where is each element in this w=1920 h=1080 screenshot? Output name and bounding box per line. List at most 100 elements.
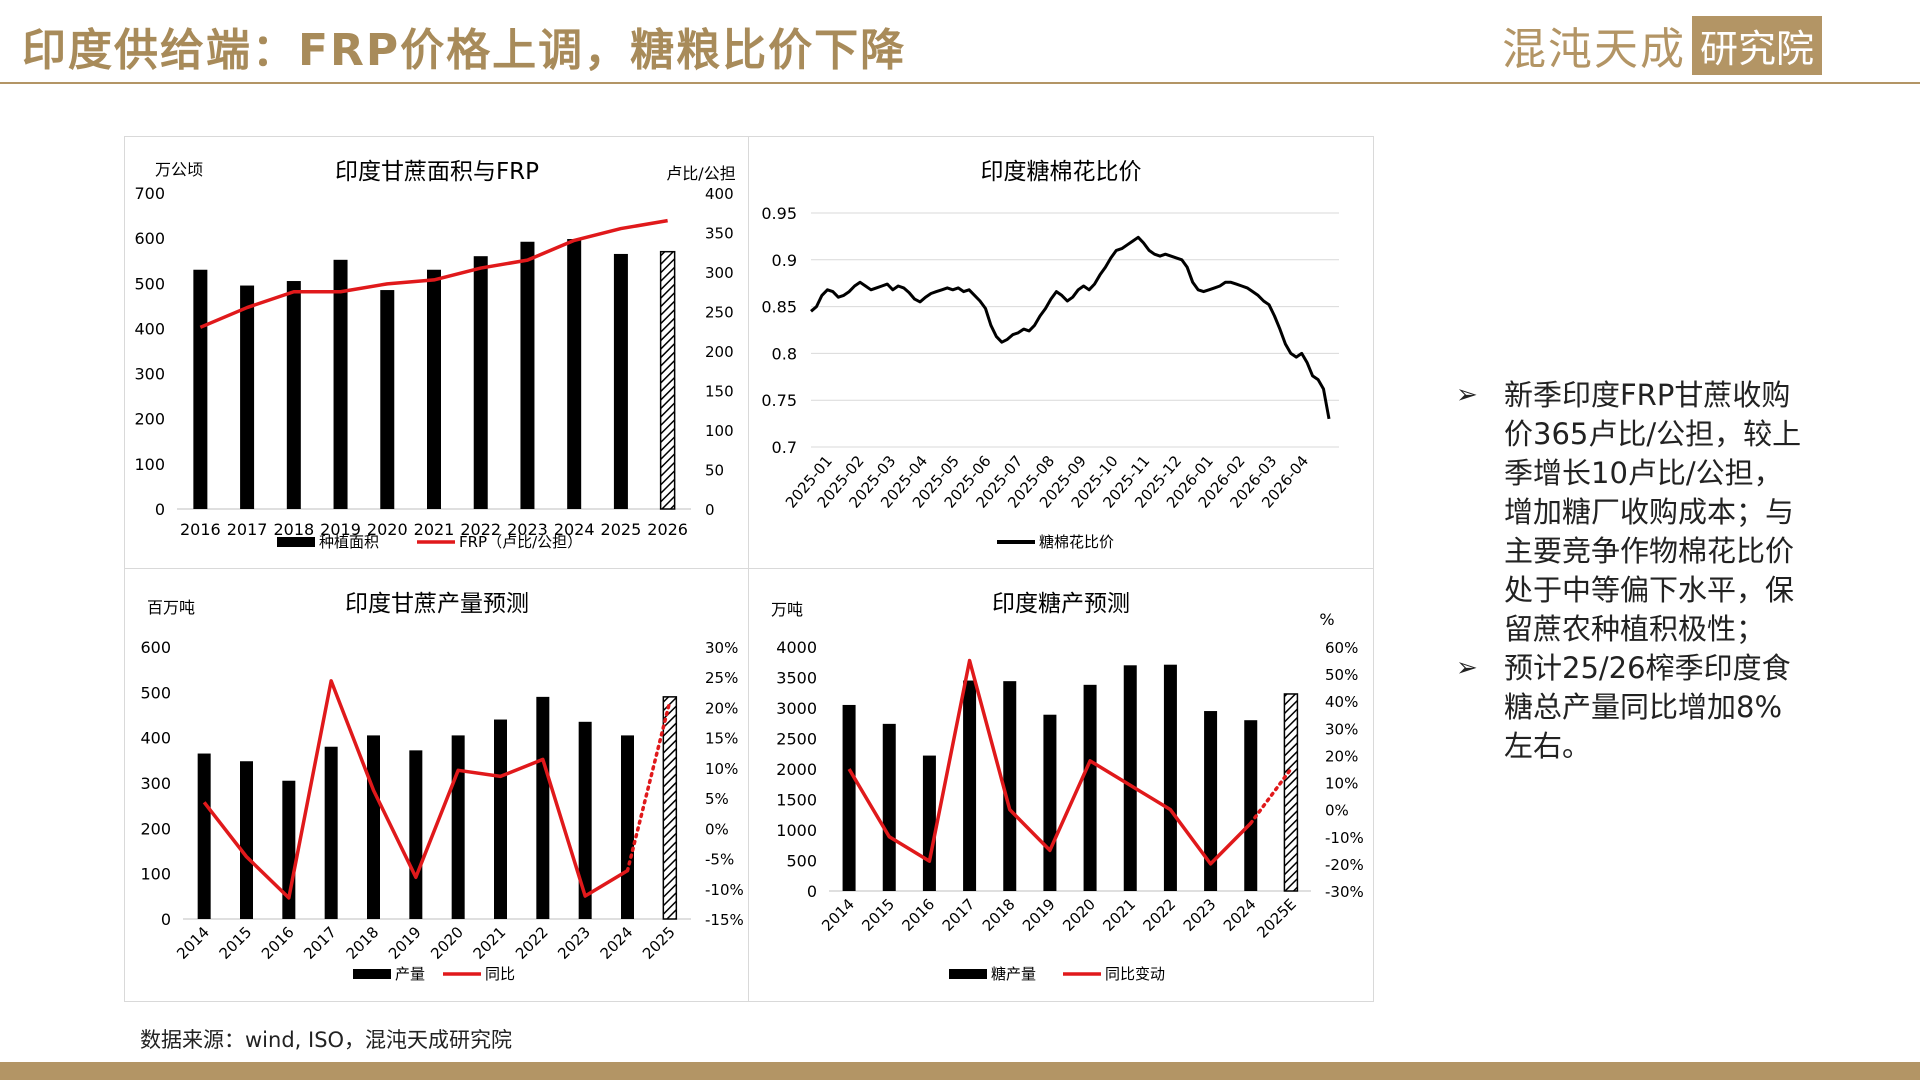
x-tick-label: 2020 [1059,895,1099,935]
bar [473,256,488,509]
y-tick-label: 500 [786,852,817,871]
x-tick-label: 2025 [601,520,642,539]
bar [621,735,634,919]
y-tick-label: 700 [134,184,165,203]
y-tick-label: 100 [140,865,171,884]
legend-label: FRP（卢比/公担） [459,533,582,551]
y-tick-label: 4000 [776,638,817,657]
left-axis-unit: 万公顷 [155,160,203,179]
chart-panel-cane: 印度甘蔗产量预测 百万吨 0 100 200 300 400 500 600 -15% -10% -5… [124,568,750,1002]
series-line [202,679,629,900]
y-tick-label: 600 [140,638,171,657]
bar [197,753,211,919]
y2-tick-label: 60% [1325,639,1358,657]
x-tick-label: 2022 [460,520,501,539]
y-tick-label: 1000 [776,821,817,840]
x-tick-label: 2023 [554,923,594,963]
x-tick-label: 2025 [639,923,679,963]
bar [286,281,301,509]
y-tick-label: 2000 [776,760,817,779]
bar [1043,714,1057,891]
x-tick-label: 2018 [343,923,383,963]
y2-tick-label: 150 [705,383,734,401]
x-tick-label: 2018 [273,520,314,539]
bar [1083,684,1097,891]
chart-title: 印度糖棉花比价 [981,159,1142,185]
y-tick-label: 400 [140,729,171,748]
y2-tick-label: -20% [1325,856,1364,874]
bullet-item: ➢ 新季印度FRP甘蔗收购价365卢比/公担，较上季增长10卢比/公担，增加糖厂… [1456,376,1806,649]
x-tick-label: 2018 [979,895,1019,935]
y-tick-label: 0.85 [761,298,797,317]
y2-tick-label: 100 [705,422,734,440]
y-tick-label: 600 [134,229,165,248]
y-tick-label: 300 [134,365,165,384]
bar [1204,711,1218,891]
legend-swatch [277,537,315,547]
bar [240,761,253,919]
bar [578,721,592,919]
x-tick-label: 2017 [227,520,268,539]
bar [240,285,255,509]
x-tick-label: 2021 [414,520,455,539]
brand-logo: 混沌天成 研究院 [1502,15,1823,75]
legend-label: 糖产量 [991,965,1036,983]
y-tick-label: 200 [134,410,165,429]
y2-tick-label: 200 [705,343,734,361]
bar [409,750,423,919]
x-tick-label: 2016 [180,520,221,539]
bar [842,704,856,891]
bar [963,680,977,891]
series-line [199,218,668,329]
chart-title: 印度糖产预测 [992,591,1130,617]
summary-bullets: ➢ 新季印度FRP甘蔗收购价365卢比/公担，较上季增长10卢比/公担，增加糖厂… [1456,376,1806,766]
legend-label: 糖棉花比价 [1039,533,1114,551]
y-tick-label: 300 [140,774,171,793]
y2-tick-label: 0% [1325,802,1349,820]
chart-title: 印度甘蔗产量预测 [345,591,529,617]
x-tick-label: 2014 [818,895,858,935]
bar [1003,681,1017,891]
bar [662,696,678,920]
bar [613,253,628,509]
x-tick-label: 2019 [385,923,425,963]
x-tick-label: 2015 [216,923,256,963]
y-tick-label: 1500 [776,791,817,810]
x-tick-label: 2017 [939,895,979,935]
y2-tick-label: 250 [705,304,734,322]
bar [380,290,395,509]
bar [367,735,380,919]
bar [193,269,208,509]
x-tick-label: 2023 [1180,895,1220,935]
x-tick-label: 2022 [1140,895,1180,935]
y-tick-label: 3500 [776,669,817,688]
y2-tick-label: 20% [705,699,738,717]
logo-box: 研究院 [1692,15,1823,75]
ratio-chart: 印度糖棉花比价0.70.750.80.850.90.952025-012025-… [761,159,1339,551]
y-tick-label: 0.9 [772,251,797,270]
x-tick-label: 2017 [300,923,340,963]
chart-panel-ratio: 印度糖棉花比价 0.7 0.75 0.8 0.85 0.9 0.95 2025-01 2025-… [748,136,1374,570]
y2-tick-label: 30% [705,639,738,657]
y-tick-label: 100 [134,455,165,474]
bar [882,723,896,891]
bar [1283,693,1299,892]
legend-label: 种植面积 [319,533,379,551]
x-tick-label: 2014 [173,923,213,963]
series-line [847,658,1252,866]
y2-tick-label: 25% [705,669,738,687]
y2-tick-label: 30% [1325,720,1358,738]
y-tick-label: 0.7 [772,438,797,457]
y2-tick-label: 50 [705,462,724,480]
y-tick-label: 500 [134,274,165,293]
bullet-text: 预计25/26榨季印度食糖总产量同比增加8%左右。 [1504,651,1791,763]
x-tick-label: 2021 [470,923,510,963]
y2-tick-label: 300 [705,264,734,282]
y2-tick-label: 10% [705,760,738,778]
legend-label: 同比变动 [1105,965,1165,983]
forecast-line [1249,767,1293,825]
x-tick-label: 2024 [554,520,595,539]
arrow-icon: ➢ [1456,380,1478,410]
x-tick-label: 2024 [597,923,637,963]
